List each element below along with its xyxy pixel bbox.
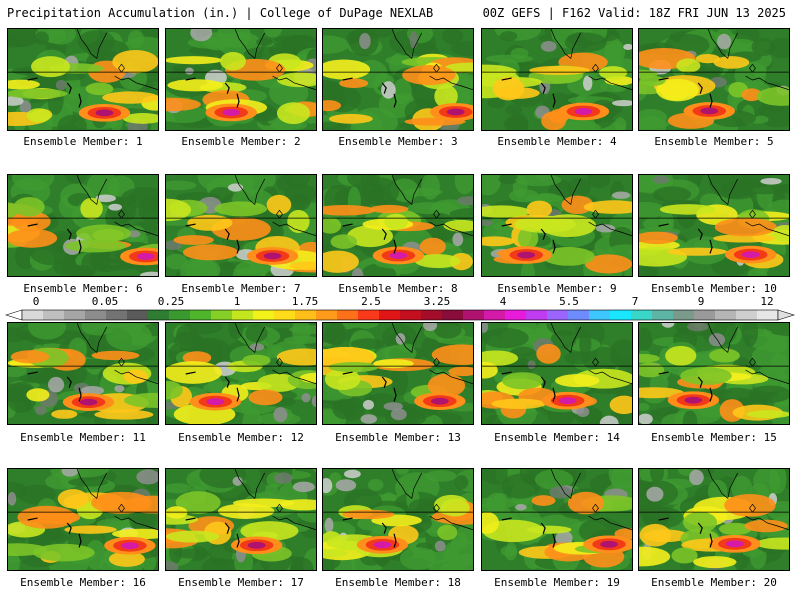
ensemble-member-map [165,28,317,131]
header-run-info: 00Z GEFS | F162 Valid: 18Z FRI JUN 13 20… [482,6,786,20]
ensemble-member-label: Ensemble Member: 11 [20,431,146,444]
color-legend-tick-label: 0.05 [91,295,119,308]
ensemble-member-label: Ensemble Member: 6 [23,282,143,295]
color-legend-tick-label: 0 [32,295,40,308]
color-legend-tick-label: 1.75 [291,295,319,308]
color-legend-tick-label: 2.5 [361,295,381,308]
color-legend-tick-label: 0.25 [157,295,185,308]
ensemble-member-map [322,468,474,571]
ensemble-member-label: Ensemble Member: 14 [494,431,620,444]
ensemble-member-label: Ensemble Member: 9 [497,282,617,295]
ensemble-member-label: Ensemble Member: 18 [335,576,461,589]
ensemble-member-map [481,468,633,571]
ensemble-member-map [322,174,474,277]
ensemble-member-map [165,174,317,277]
ensemble-member-label: Ensemble Member: 7 [181,282,301,295]
ensemble-member-label: Ensemble Member: 8 [338,282,458,295]
header-title: Precipitation Accumulation (in.) | Colle… [7,6,434,20]
color-legend-tick-label: 1 [233,295,241,308]
color-legend-bar [4,309,796,321]
ensemble-member-label: Ensemble Member: 16 [20,576,146,589]
color-legend-tick-label: 7 [631,295,639,308]
ensemble-member-label: Ensemble Member: 4 [497,135,617,148]
ensemble-member-label: Ensemble Member: 1 [23,135,143,148]
ensemble-member-map [322,28,474,131]
ensemble-member-map [165,322,317,425]
ensemble-member-label: Ensemble Member: 15 [651,431,777,444]
ensemble-member-map [481,322,633,425]
color-legend-tick-label: 5.5 [559,295,579,308]
ensemble-member-map [165,468,317,571]
color-legend-tick-label: 3.25 [423,295,451,308]
ensemble-member-label: Ensemble Member: 10 [651,282,777,295]
ensemble-member-label: Ensemble Member: 19 [494,576,620,589]
ensemble-member-map [481,28,633,131]
ensemble-member-label: Ensemble Member: 17 [178,576,304,589]
ensemble-member-map [638,28,790,131]
ensemble-member-map [638,322,790,425]
ensemble-member-label: Ensemble Member: 13 [335,431,461,444]
ensemble-member-map [7,468,159,571]
ensemble-member-map [638,468,790,571]
color-legend-tick-label: 4 [499,295,507,308]
ensemble-member-map [481,174,633,277]
ensemble-member-map [638,174,790,277]
ensemble-member-map [322,322,474,425]
ensemble-member-label: Ensemble Member: 5 [654,135,774,148]
ensemble-member-label: Ensemble Member: 12 [178,431,304,444]
color-legend-tick-label: 12 [760,295,774,308]
color-legend-tick-label: 9 [697,295,705,308]
ensemble-member-label: Ensemble Member: 3 [338,135,458,148]
ensemble-member-label: Ensemble Member: 2 [181,135,301,148]
ensemble-member-map [7,174,159,277]
ensemble-member-map [7,28,159,131]
ensemble-member-label: Ensemble Member: 20 [651,576,777,589]
color-legend: 0 0.05 0.25 1 1.75 2.5 3.25 4 5.5 7 9 12 [4,296,796,322]
ensemble-member-map [7,322,159,425]
